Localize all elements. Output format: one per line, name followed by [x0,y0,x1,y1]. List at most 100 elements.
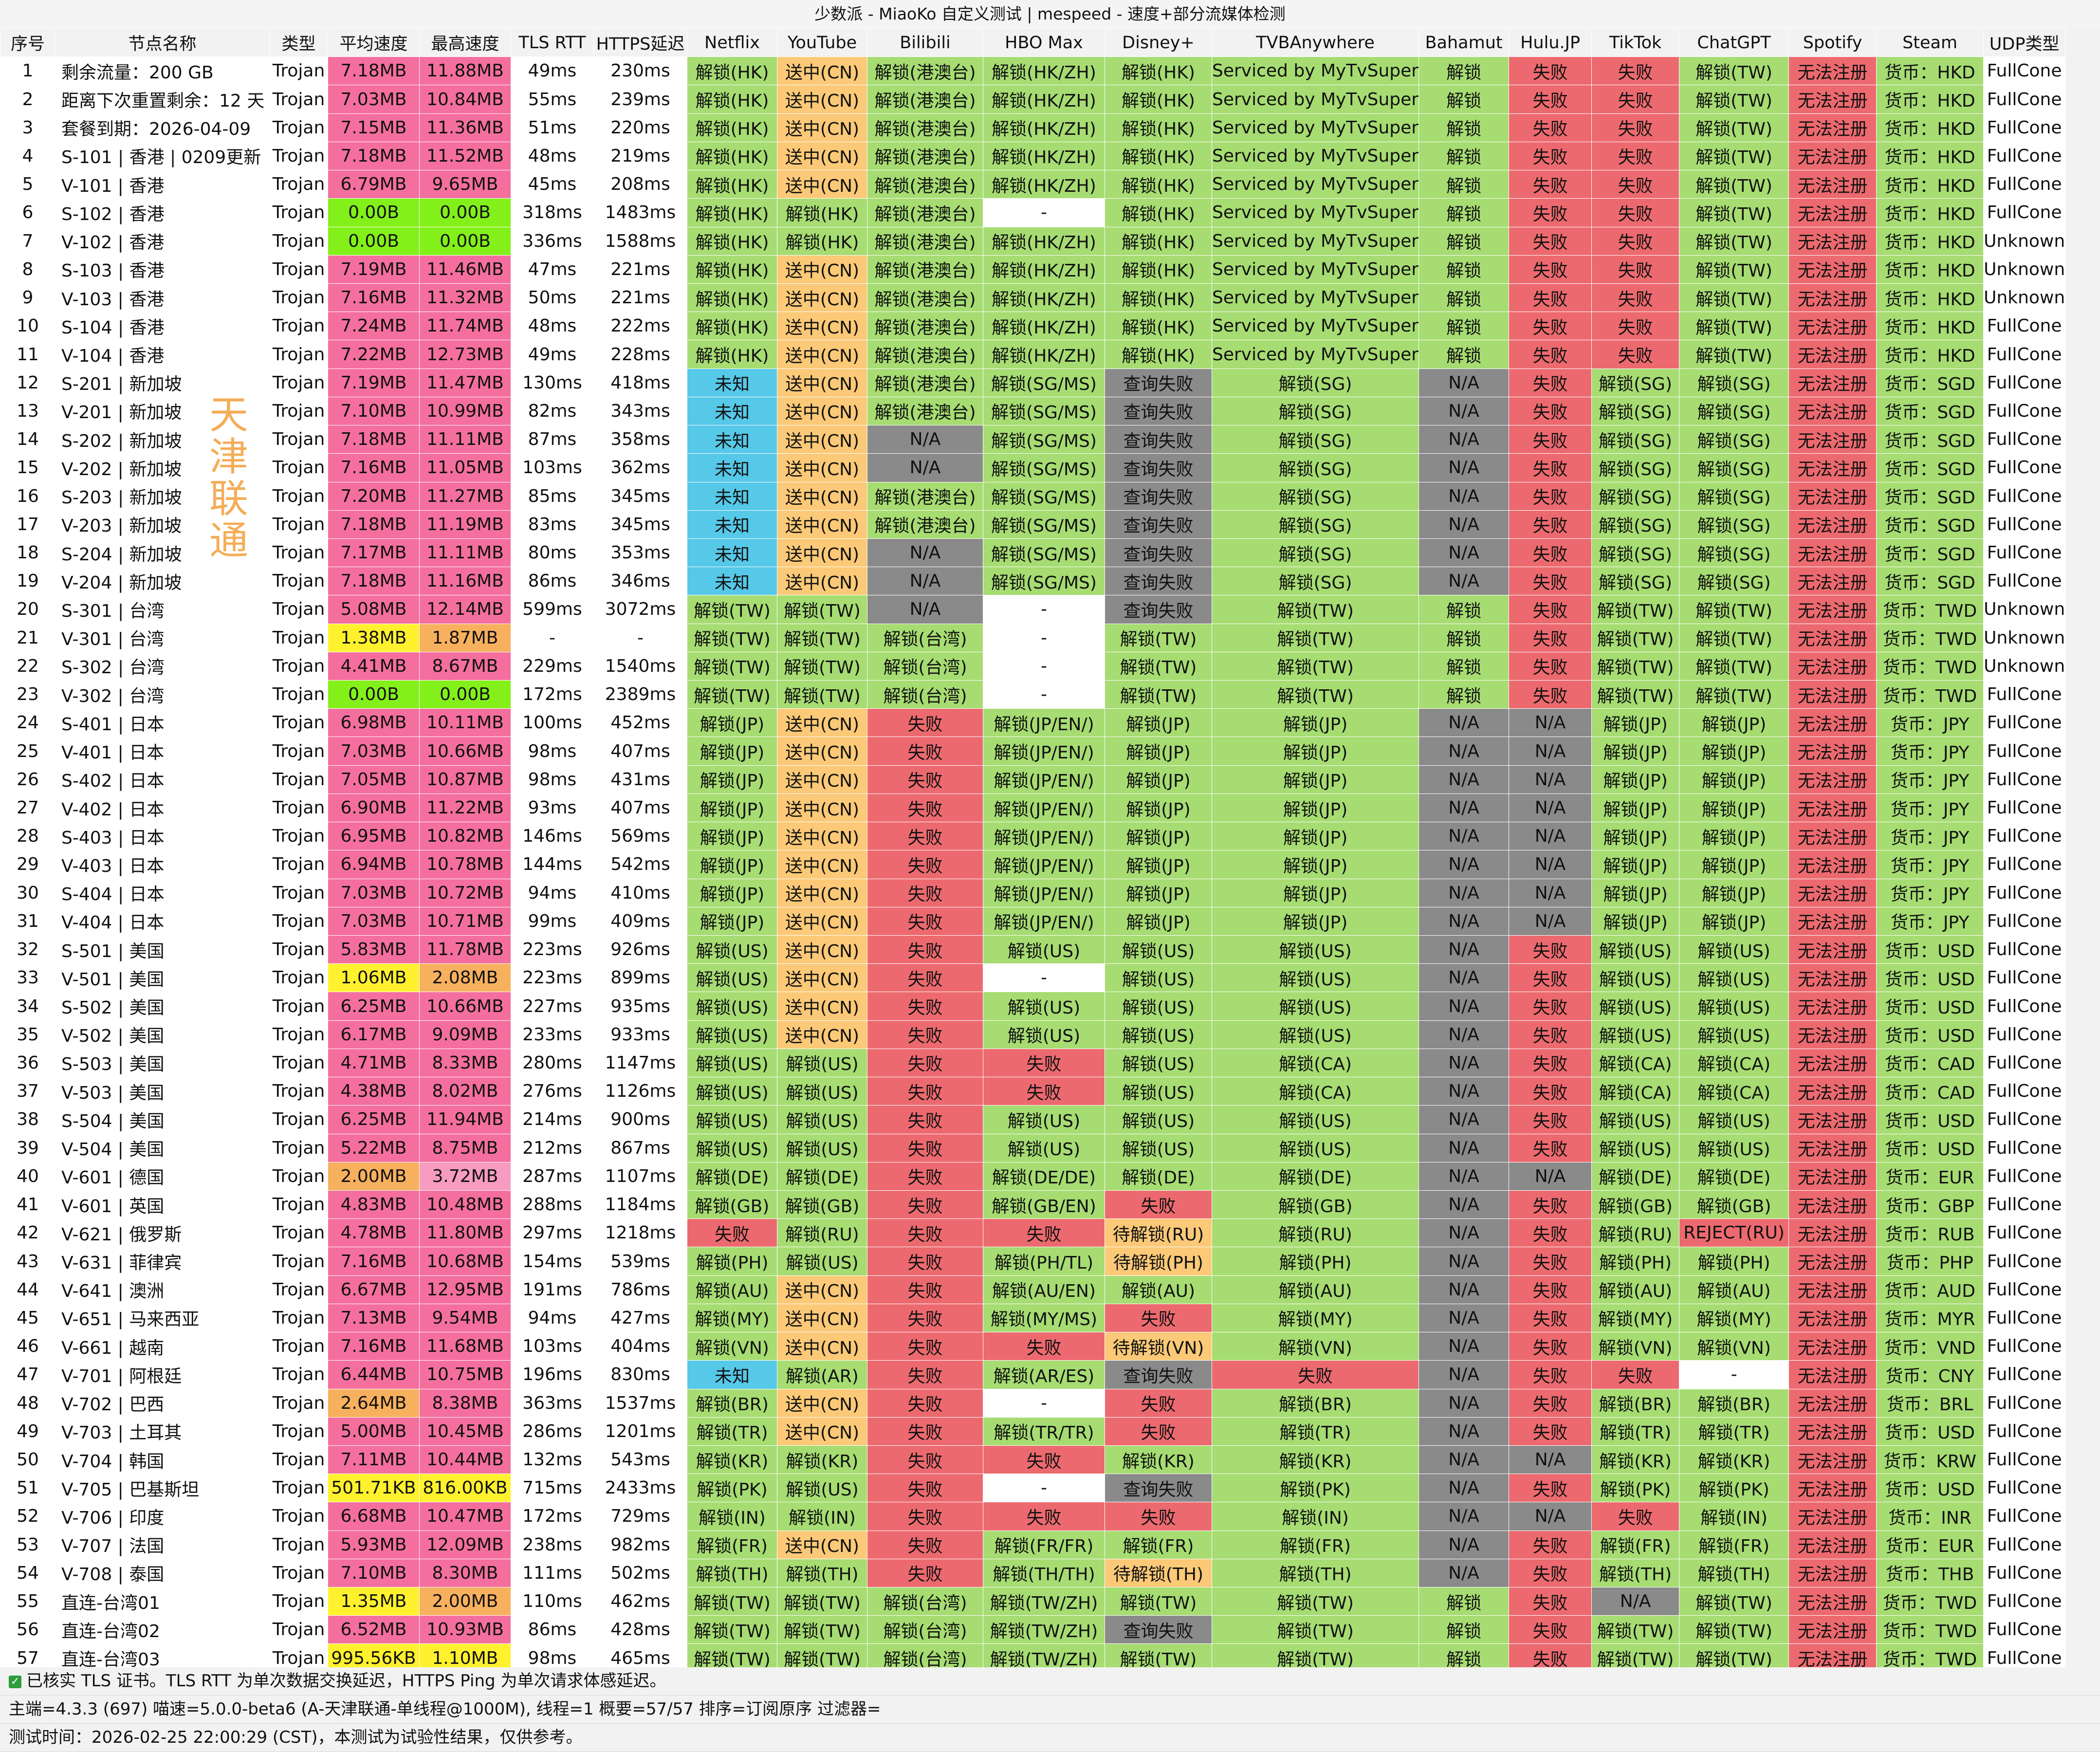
column-header[interactable]: Disney+ [1105,28,1212,57]
table-row[interactable]: 26 S-402 | 日本 Trojan 7.05MB 10.87MB 98ms 431ms… [0,765,2066,794]
column-header[interactable]: Steam [1876,28,1984,57]
table-row[interactable]: 34 S-502 | 美国 Trojan 6.25MB 10.66MB 227ms 935m… [0,992,2066,1021]
table-row[interactable]: 9 V-103 | 香港 Trojan 7.16MB 11.32MB 50ms 221ms 解… [0,283,2066,313]
cell-steam: 货币：HKD [1876,85,1984,114]
table-row[interactable]: 35 V-502 | 美国 Trojan 6.17MB 9.09MB 233ms 933ms… [0,1020,2066,1049]
table-row[interactable]: 50 V-704 | 韩国 Trojan 7.11MB 10.44MB 132ms 543m… [0,1445,2066,1475]
table-row[interactable]: 37 V-503 | 美国 Trojan 4.38MB 8.02MB 276ms 1126m… [0,1077,2066,1106]
cell-youtube: 送中(CN) [777,1530,867,1559]
table-row[interactable]: 29 V-403 | 日本 Trojan 6.94MB 10.78MB 144ms 542m… [0,850,2066,879]
column-header[interactable]: YouTube [777,28,867,57]
table-row[interactable]: 55 直连-台湾01 Trojan 1.35MB 2.00MB 110ms 462ms 解锁(… [0,1587,2066,1616]
column-header[interactable]: TikTok [1591,28,1680,57]
column-header[interactable]: Bahamut [1418,28,1510,57]
column-header[interactable]: UDP类型 [1983,28,2066,57]
table-row[interactable]: 10 S-104 | 香港 Trojan 7.24MB 11.74MB 48ms 222ms… [0,312,2066,341]
table-row[interactable]: 56 直连-台湾02 Trojan 6.52MB 10.93MB 86ms 428ms 解锁(… [0,1615,2066,1644]
table-row[interactable]: 20 S-301 | 台湾 Trojan 5.08MB 12.14MB 599ms 3072… [0,595,2066,624]
cell-disney-plus: 查询失败 [1105,396,1212,426]
cell-index: 19 [0,567,55,596]
cell-node-name: V-703 | 土耳其 [55,1417,270,1446]
column-header[interactable]: Netflix [687,28,777,57]
table-row[interactable]: 28 S-403 | 日本 Trojan 6.95MB 10.82MB 146ms 569m… [0,822,2066,851]
column-header[interactable]: 节点名称 [55,28,270,57]
table-row[interactable]: 45 V-651 | 马来西亚 Trojan 7.13MB 9.54MB 94ms 427m… [0,1303,2066,1333]
table-row[interactable]: 1 剩余流量：200 GB Trojan 7.18MB 11.88MB 49ms 230ms… [0,56,2066,86]
column-header[interactable]: Hulu.JP [1509,28,1592,57]
column-header[interactable]: 类型 [269,28,328,57]
table-row[interactable]: 7 V-102 | 香港 Trojan 0.00B 0.00B 336ms 1588ms 解锁… [0,226,2066,256]
table-row[interactable]: 43 V-631 | 菲律宾 Trojan 7.16MB 10.68MB 154ms 539… [0,1247,2066,1276]
table-row[interactable]: 5 V-101 | 香港 Trojan 6.79MB 9.65MB 45ms 208ms 解锁… [0,170,2066,199]
table-row[interactable]: 17 V-203 | 新加坡 Trojan 7.18MB 11.19MB 83ms 345m… [0,510,2066,539]
table-row[interactable]: 38 S-504 | 美国 Trojan 6.25MB 11.94MB 214ms 900m… [0,1105,2066,1134]
column-header[interactable]: ChatGPT [1679,28,1789,57]
table-row[interactable]: 52 V-706 | 印度 Trojan 6.68MB 10.47MB 172ms 729m… [0,1502,2066,1531]
table-row[interactable]: 15 V-202 | 新加坡 Trojan 7.16MB 11.05MB 103ms 362… [0,453,2066,482]
table-row[interactable]: 47 V-701 | 阿根廷 Trojan 6.44MB 10.75MB 196ms 830… [0,1360,2066,1389]
table-row[interactable]: 36 S-503 | 美国 Trojan 4.71MB 8.33MB 280ms 1147m… [0,1048,2066,1078]
cell-bilibili: 失败 [867,1275,983,1304]
table-row[interactable]: 4 S-101 | 香港 | 0209更新 Trojan 7.18MB 11.52MB 4… [0,141,2066,171]
cell-bilibili: 失败 [867,1105,983,1134]
column-header[interactable]: 最高速度 [419,28,511,57]
table-row[interactable]: 19 V-204 | 新加坡 Trojan 7.18MB 11.16MB 86ms 346m… [0,567,2066,596]
cell-avg-speed: 7.03MB [328,737,420,766]
cell-node-name: V-621 | 俄罗斯 [55,1218,270,1248]
table-row[interactable]: 6 S-102 | 香港 Trojan 0.00B 0.00B 318ms 1483ms 解锁… [0,198,2066,227]
cell-spotify: 无法注册 [1788,906,1877,936]
table-row[interactable]: 42 V-621 | 俄罗斯 Trojan 4.78MB 11.80MB 297ms 121… [0,1218,2066,1248]
cell-tiktok: 解锁(JP) [1591,878,1680,907]
table-row[interactable]: 46 V-661 | 越南 Trojan 7.16MB 11.68MB 103ms 404m… [0,1332,2066,1361]
table-row[interactable]: 11 V-104 | 香港 Trojan 7.22MB 12.73MB 49ms 228ms… [0,340,2066,369]
table-row[interactable]: 14 S-202 | 新加坡 Trojan 7.18MB 11.11MB 87ms 358m… [0,425,2066,454]
column-header[interactable]: Spotify [1788,28,1877,57]
table-row[interactable]: 31 V-404 | 日本 Trojan 7.03MB 10.71MB 99ms 409ms… [0,906,2066,936]
table-row[interactable]: 32 S-501 | 美国 Trojan 5.83MB 11.78MB 223ms 926m… [0,935,2066,964]
table-row[interactable]: 3 套餐到期：2026-04-09 Trojan 7.15MB 11.36MB 51ms 2… [0,113,2066,142]
table-row[interactable]: 51 V-705 | 巴基斯坦 Trojan 501.71KB 816.00KB 715m… [0,1474,2066,1503]
cell-avg-speed: 7.17MB [328,538,420,568]
cell-index: 16 [0,481,55,511]
column-header[interactable]: 平均速度 [328,28,420,57]
table-row[interactable]: 22 S-302 | 台湾 Trojan 4.41MB 8.67MB 229ms 1540m… [0,651,2066,681]
column-header[interactable]: TLS RTT [511,28,594,57]
table-row[interactable]: 12 S-201 | 新加坡 Trojan 7.19MB 11.47MB 130ms 418… [0,368,2066,397]
table-row[interactable]: 49 V-703 | 土耳其 Trojan 5.00MB 10.45MB 286ms 120… [0,1417,2066,1446]
table-row[interactable]: 21 V-301 | 台湾 Trojan 1.38MB 1.87MB - - 解锁(TW) 解锁… [0,623,2066,652]
cell-hulu-jp: 失败 [1509,1247,1592,1276]
table-row[interactable]: 39 V-504 | 美国 Trojan 5.22MB 8.75MB 212ms 867ms… [0,1133,2066,1162]
table-row[interactable]: 13 V-201 | 新加坡 Trojan 7.10MB 10.99MB 82ms 343m… [0,396,2066,426]
table-row[interactable]: 27 V-402 | 日本 Trojan 6.90MB 11.22MB 93ms 407ms… [0,793,2066,823]
cell-tls-rtt: 318ms [511,198,594,227]
column-header[interactable]: 序号 [0,28,55,57]
table-row[interactable]: 53 V-707 | 法国 Trojan 5.93MB 12.09MB 238ms 982m… [0,1530,2066,1559]
table-row[interactable]: 16 S-203 | 新加坡 Trojan 7.20MB 11.27MB 85ms 345m… [0,481,2066,511]
column-header[interactable]: HTTPS延迟 [593,28,687,57]
table-row[interactable]: 33 V-501 | 美国 Trojan 1.06MB 2.08MB 223ms 899ms… [0,963,2066,993]
column-header[interactable]: HBO Max [983,28,1105,57]
cell-hbo-max: 解锁(SG/MS) [983,567,1105,596]
table-row[interactable]: 54 V-708 | 泰国 Trojan 7.10MB 8.30MB 111ms 502ms… [0,1558,2066,1588]
cell-https-delay: 1218ms [593,1218,687,1248]
table-row[interactable]: 40 V-601 | 德国 Trojan 2.00MB 3.72MB 287ms 1107m… [0,1162,2066,1191]
column-header[interactable]: TVBAnywhere [1211,28,1419,57]
cell-disney-plus: 查询失败 [1105,595,1212,624]
table-row[interactable]: 44 V-641 | 澳洲 Trojan 6.67MB 12.95MB 191ms 786m… [0,1275,2066,1304]
table-row[interactable]: 18 S-204 | 新加坡 Trojan 7.17MB 11.11MB 80ms 353m… [0,538,2066,568]
table-row[interactable]: 25 V-401 | 日本 Trojan 7.03MB 10.66MB 98ms 407ms… [0,737,2066,766]
table-row[interactable]: 2 距离下次重置剩余：12 天 Trojan 7.03MB 10.84MB 55ms 239… [0,85,2066,114]
cell-youtube: 解锁(US) [777,1048,867,1078]
table-row[interactable]: 8 S-103 | 香港 Trojan 7.19MB 11.46MB 47ms 221ms 解… [0,255,2066,284]
cell-bilibili: 解锁(港澳台) [867,113,983,142]
table-row[interactable]: 41 V-601 | 英国 Trojan 4.83MB 10.48MB 288ms 1184… [0,1190,2066,1219]
table-row[interactable]: 23 V-302 | 台湾 Trojan 0.00B 0.00B 172ms 2389ms 解… [0,680,2066,709]
table-row[interactable]: 24 S-401 | 日本 Trojan 6.98MB 10.11MB 100ms 452m… [0,708,2066,738]
cell-tiktok: 解锁(TW) [1591,680,1680,709]
cell-https-delay: 404ms [593,1332,687,1361]
cell-spotify: 无法注册 [1788,1615,1877,1644]
column-header[interactable]: Bilibili [867,28,983,57]
table-row[interactable]: 48 V-702 | 巴西 Trojan 2.64MB 8.38MB 363ms 1537m… [0,1388,2066,1418]
table-row[interactable]: 30 S-404 | 日本 Trojan 7.03MB 10.72MB 94ms 410ms… [0,878,2066,907]
cell-type: Trojan [269,368,328,397]
